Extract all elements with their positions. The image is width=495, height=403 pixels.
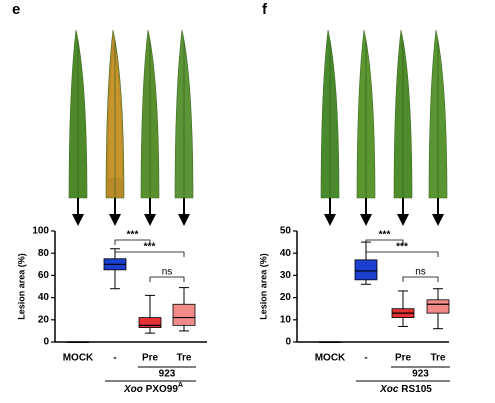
box (426, 299, 450, 314)
y-tick-label: 40 (280, 248, 292, 259)
significance-bracket (114, 251, 185, 257)
significance-label: *** (127, 230, 139, 241)
significance-label: ns (415, 267, 426, 278)
strain-label: Xoc RS105 (379, 384, 432, 395)
arrow-head (144, 214, 156, 226)
y-tick-label: 30 (280, 270, 292, 281)
significance-label: *** (396, 242, 408, 253)
significance-label: *** (379, 230, 391, 241)
x-tick-label: - (113, 353, 116, 364)
x-tick-label: Pre (142, 353, 159, 364)
x-tick-label: MOCK (63, 353, 94, 364)
significance-bracket (365, 239, 404, 245)
strain-superscript: A (178, 382, 183, 389)
strain-name: PXO99 (146, 384, 179, 395)
significance-bracket (114, 239, 151, 245)
y-tick-label: 10 (280, 314, 292, 325)
panel-label: f (262, 1, 268, 18)
strain-label: Xoo PXO99A (123, 382, 183, 395)
significance-bracket (402, 276, 439, 282)
y-tick-label: 0 (285, 337, 291, 348)
y-tick-label: 20 (38, 314, 50, 325)
strain-genus: Xoo (123, 384, 143, 395)
arrow-head (109, 214, 121, 226)
x-tick-label: MOCK (315, 353, 346, 364)
arrow-head (432, 214, 444, 226)
y-tick-label: 60 (38, 270, 50, 281)
x-tick-label: - (364, 353, 367, 364)
arrow-head (72, 214, 84, 226)
panel-label: e (12, 1, 20, 18)
arrow-head (178, 214, 190, 226)
significance-label: *** (144, 242, 156, 253)
x-tick-label: Tre (430, 353, 445, 364)
y-tick-label: 50 (280, 226, 292, 237)
y-axis-label: Lesion area (%) (258, 253, 268, 320)
arrow-head (324, 214, 336, 226)
arrow-head (397, 214, 409, 226)
y-tick-label: 20 (280, 292, 292, 303)
significance-bracket (365, 251, 439, 257)
x-tick-label: Tre (176, 353, 191, 364)
leaf-lesion (108, 50, 122, 178)
y-tick-label: 80 (38, 248, 50, 259)
arrow-head (360, 214, 372, 226)
strain-name: RS105 (401, 384, 432, 395)
y-axis-label: Lesion area (%) (16, 253, 26, 320)
y-tick-label: 40 (38, 292, 50, 303)
box (138, 317, 162, 328)
strain-genus: Xoc (379, 384, 399, 395)
significance-label: ns (162, 267, 173, 278)
group-label: 923 (412, 369, 429, 380)
x-tick-label: Pre (395, 353, 412, 364)
y-tick-label: 100 (32, 226, 49, 237)
y-tick-label: 0 (43, 337, 49, 348)
box (354, 259, 378, 281)
significance-bracket (149, 276, 185, 282)
box (172, 303, 196, 326)
group-label: 923 (159, 369, 176, 380)
